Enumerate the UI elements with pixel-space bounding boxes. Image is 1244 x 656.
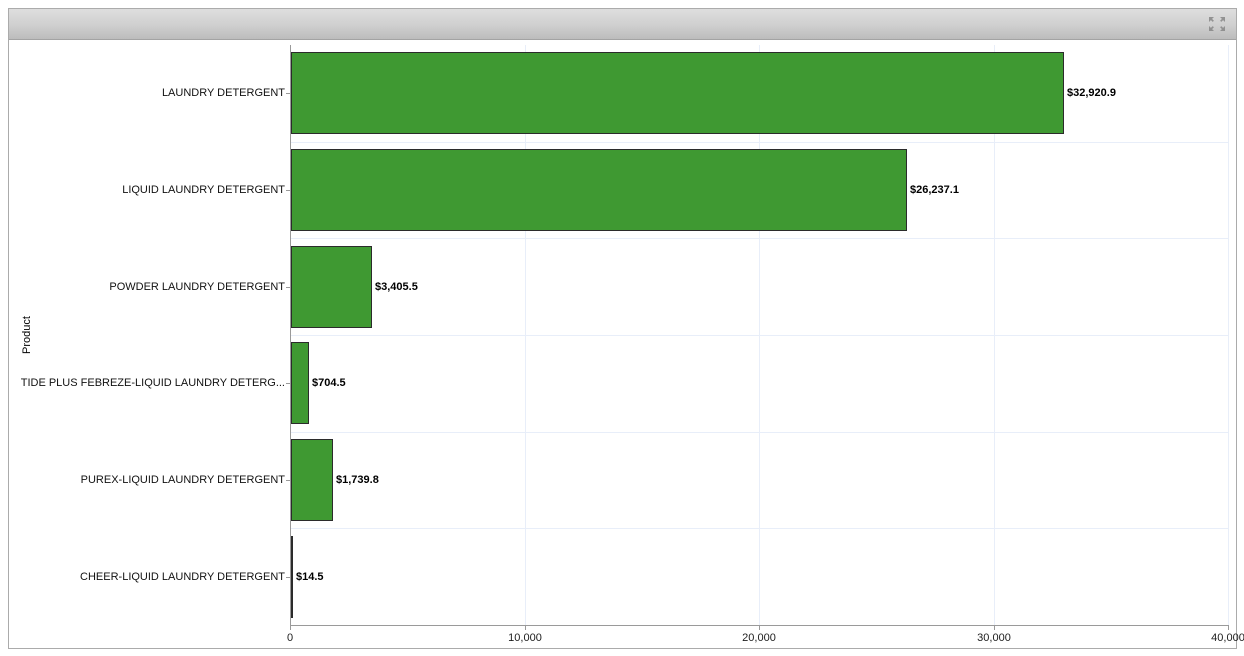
y-axis-tick (286, 383, 290, 384)
x-tick-label: 30,000 (977, 632, 1011, 644)
gridline-horizontal (291, 528, 1229, 530)
bar-chart: Product LAUNDRY DETERGENT LIQUID LAUNDRY … (9, 40, 1244, 648)
gridline-horizontal (291, 335, 1229, 336)
x-axis-tick (290, 626, 291, 630)
y-axis-tick (286, 577, 290, 578)
gridline-horizontal (291, 238, 1229, 240)
bar-value-label: $1,739.8 (336, 474, 379, 486)
x-tick-label: 20,000 (742, 632, 776, 644)
x-axis-tick (994, 626, 995, 630)
category-label: CHEER-LIQUID LAUNDRY DETERGENT (80, 570, 285, 583)
gridline-horizontal (291, 431, 1229, 433)
category-label: LAUNDRY DETERGENT (161, 87, 285, 100)
y-axis-tick (286, 480, 290, 481)
y-axis-tick (286, 93, 290, 94)
category-axis-labels: LAUNDRY DETERGENT LIQUID LAUNDRY DETERGEN… (9, 45, 285, 625)
y-axis-tick (286, 190, 290, 191)
bar-value-label: $704.5 (312, 377, 346, 390)
x-tick-label: 0 (286, 632, 294, 644)
bar[interactable] (291, 342, 309, 424)
x-tick-label: 10,000 (508, 632, 542, 644)
y-axis-tick (286, 287, 290, 288)
category-label: LIQUID LAUNDRY DETERGENT (122, 184, 285, 196)
widget-header (9, 9, 1236, 40)
plot-area: $32,920.9 $26,237.1 $3,405.5 $704.5 $1,739.8… (290, 45, 1229, 626)
category-label: PUREX-LIQUID LAUNDRY DETERGENT (80, 474, 285, 487)
bar[interactable] (291, 149, 907, 231)
category-label: POWDER LAUNDRY DETERGENT (109, 280, 285, 293)
gridline-horizontal (291, 141, 1229, 143)
x-axis-tick (759, 626, 760, 630)
bar-value-label: $3,405.5 (375, 280, 418, 293)
x-axis-tick (525, 626, 526, 630)
bar[interactable] (291, 246, 372, 328)
category-label: TIDE PLUS FEBREZE-LIQUID LAUNDRY DETERG.… (20, 377, 285, 390)
x-tick-label: 40,000 (1211, 632, 1244, 644)
maximize-icon[interactable] (1208, 16, 1226, 32)
bar-value-label: $32,920.9 (1067, 87, 1116, 100)
chart-widget: Product LAUNDRY DETERGENT LIQUID LAUNDRY … (8, 8, 1244, 649)
bar-value-label: $26,237.1 (910, 184, 959, 196)
bar[interactable] (291, 439, 333, 521)
bar-value-label: $14.5 (296, 570, 324, 583)
bar[interactable] (291, 536, 293, 618)
bar[interactable] (291, 52, 1064, 134)
x-axis-tick (1228, 626, 1229, 630)
